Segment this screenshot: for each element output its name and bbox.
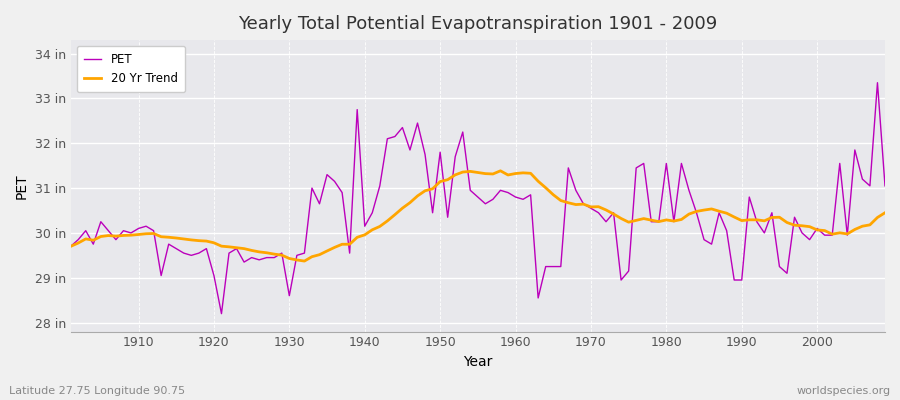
PET [299,251,310,256]
PET [879,184,890,188]
Text: Latitude 27.75 Longitude 90.75: Latitude 27.75 Longitude 90.75 [9,386,185,396]
20 Yr Trend [292,258,302,262]
PET [518,197,528,202]
Text: worldspecies.org: worldspecies.org [796,386,891,396]
PET [126,230,137,235]
20 Yr Trend [126,233,137,238]
Title: Yearly Total Potential Evapotranspiration 1901 - 2009: Yearly Total Potential Evapotranspiratio… [238,15,717,33]
20 Yr Trend [495,168,506,173]
20 Yr Trend [879,210,890,215]
PET [345,251,356,256]
Y-axis label: PET: PET [15,173,29,199]
Legend: PET, 20 Yr Trend: PET, 20 Yr Trend [76,46,184,92]
20 Yr Trend [66,244,77,249]
X-axis label: Year: Year [464,355,492,369]
Line: PET: PET [71,83,885,314]
20 Yr Trend [299,259,310,264]
20 Yr Trend [616,216,626,221]
PET [216,311,227,316]
PET [510,195,521,200]
20 Yr Trend [518,170,528,175]
20 Yr Trend [345,242,356,247]
PET [608,210,619,215]
Line: 20 Yr Trend: 20 Yr Trend [71,171,885,261]
20 Yr Trend [526,171,536,176]
PET [872,80,883,85]
PET [66,244,77,249]
